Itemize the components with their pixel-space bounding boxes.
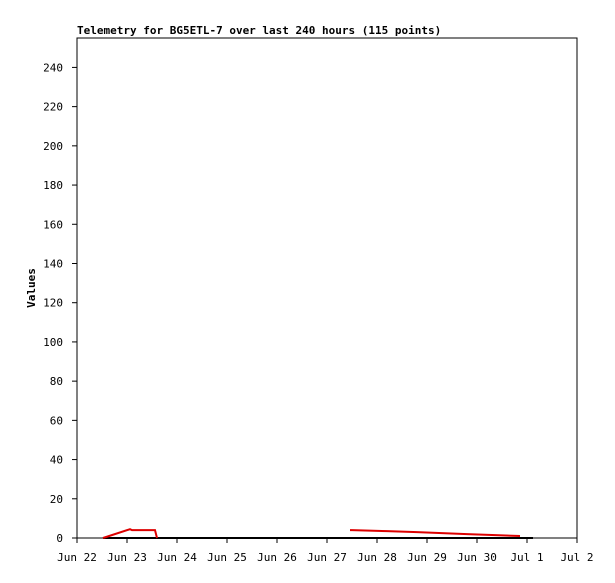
x-tick-label: Jul 1 — [510, 551, 543, 564]
x-tick-label: Jul 2 — [560, 551, 593, 564]
x-tick-label: Jun 28 — [357, 551, 397, 564]
y-tick-label: 60 — [50, 414, 63, 427]
x-tick-label: Jun 23 — [107, 551, 147, 564]
series-line — [102, 528, 521, 539]
x-tick-label: Jun 30 — [457, 551, 497, 564]
x-tick-label: Jun 29 — [407, 551, 447, 564]
y-tick-label: 20 — [50, 493, 63, 506]
x-tick-label: Jun 25 — [207, 551, 247, 564]
y-tick-label: 120 — [43, 297, 63, 310]
y-tick-label: 40 — [50, 454, 63, 467]
y-tick-label: 160 — [43, 218, 63, 231]
x-tick-label: Jun 26 — [257, 551, 297, 564]
y-tick-label: 180 — [43, 179, 63, 192]
y-tick-label: 200 — [43, 140, 63, 153]
x-tick-label: Jun 24 — [157, 551, 197, 564]
y-tick-label: 80 — [50, 375, 63, 388]
y-tick-label: 220 — [43, 101, 63, 114]
x-tick-label: Jun 27 — [307, 551, 347, 564]
chart-title: Telemetry for BG5ETL-7 over last 240 hou… — [77, 24, 441, 37]
y-tick-label: 240 — [43, 61, 63, 74]
y-tick-label: 100 — [43, 336, 63, 349]
plot-frame — [76, 37, 578, 539]
y-tick-label: 140 — [43, 257, 63, 270]
y-axis-label: Values — [25, 268, 38, 308]
x-tick-label: Jun 22 — [57, 551, 97, 564]
y-tick-label: 0 — [56, 532, 63, 545]
